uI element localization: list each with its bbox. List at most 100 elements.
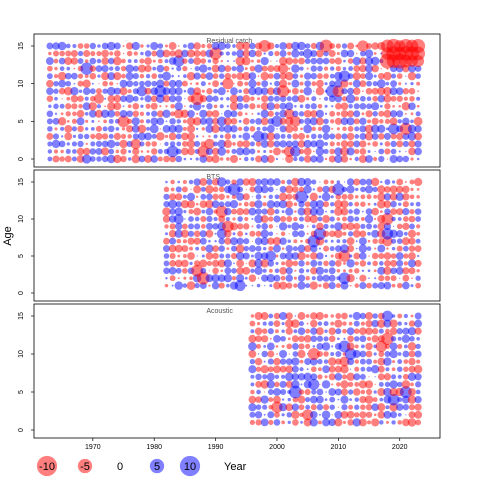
residual-bubble	[77, 133, 84, 140]
residual-bubble	[199, 200, 208, 208]
residual-bubble	[276, 128, 278, 130]
residual-bubble	[365, 208, 373, 215]
residual-bubble	[254, 87, 263, 96]
residual-bubble	[303, 147, 312, 156]
residual-bubble	[273, 388, 281, 396]
residual-bubble	[169, 193, 177, 201]
residual-bubble	[269, 337, 272, 340]
residual-bubble	[233, 262, 235, 265]
residual-bubble	[224, 65, 232, 72]
residual-bubble	[200, 267, 207, 274]
residual-bubble	[267, 178, 275, 186]
residual-bubble	[348, 209, 353, 214]
residual-bubble	[223, 124, 232, 133]
residual-bubble	[132, 65, 139, 72]
residual-bubble	[373, 74, 377, 78]
y-tick-label: 10	[18, 350, 25, 358]
residual-bubble	[176, 66, 182, 72]
residual-bubble	[242, 178, 250, 186]
residual-bubble	[249, 148, 256, 155]
residual-bubble	[342, 328, 347, 334]
residual-bubble	[269, 284, 273, 288]
residual-bubble	[121, 73, 126, 79]
residual-bubble	[349, 284, 352, 287]
residual-bubble	[254, 185, 263, 194]
residual-bubble	[53, 58, 59, 64]
residual-bubble	[353, 252, 361, 260]
residual-bubble	[342, 321, 347, 326]
residual-bubble	[255, 419, 262, 426]
residual-bubble	[255, 50, 263, 58]
residual-bubble	[292, 126, 299, 132]
residual-bubble	[254, 214, 263, 224]
residual-bubble	[313, 227, 327, 241]
residual-bubble	[200, 186, 206, 192]
residual-bubble	[365, 342, 373, 351]
residual-bubble	[311, 96, 317, 102]
residual-bubble	[408, 320, 416, 327]
residual-bubble	[255, 373, 262, 381]
residual-bubble	[347, 358, 355, 366]
residual-bubble	[347, 73, 354, 79]
residual-bubble	[236, 147, 245, 156]
residual-bubble	[101, 64, 109, 73]
residual-bubble	[364, 72, 374, 81]
residual-bubble	[408, 365, 416, 373]
residual-bubble	[303, 185, 312, 194]
residual-bubble	[305, 283, 311, 289]
residual-bubble	[149, 124, 159, 134]
residual-bubble	[311, 224, 316, 229]
residual-bubble	[187, 230, 195, 237]
residual-bubble	[187, 237, 195, 245]
residual-bubble	[354, 216, 360, 222]
residual-bubble	[377, 94, 386, 103]
residual-bubble	[321, 124, 331, 134]
residual-bubble	[328, 357, 337, 366]
residual-bubble	[279, 358, 287, 365]
residual-bubble	[267, 186, 274, 193]
residual-bubble	[212, 73, 219, 80]
residual-bubble	[389, 387, 398, 397]
residual-bubble	[89, 57, 97, 65]
residual-bubble	[127, 89, 132, 94]
residual-bubble	[348, 254, 353, 258]
residual-bubble	[373, 156, 378, 162]
residual-bubble	[384, 179, 391, 185]
residual-bubble	[328, 365, 336, 373]
residual-bubble	[96, 50, 102, 57]
residual-bubble	[397, 381, 403, 388]
residual-bubble	[190, 92, 204, 106]
residual-bubble	[402, 418, 410, 427]
residual-bubble	[64, 155, 72, 163]
residual-bubble	[354, 148, 360, 155]
residual-bubble	[371, 319, 379, 328]
residual-bubble	[403, 231, 408, 236]
residual-bubble	[315, 117, 324, 126]
residual-bubble	[292, 351, 299, 357]
residual-bubble	[409, 179, 415, 185]
residual-bubble	[374, 383, 376, 385]
residual-bubble	[354, 268, 360, 274]
residual-bubble	[322, 282, 330, 289]
residual-bubble	[287, 51, 292, 56]
residual-bubble	[402, 404, 410, 411]
residual-bubble	[233, 60, 235, 62]
residual-bubble	[413, 116, 423, 126]
residual-bubble	[289, 385, 302, 399]
residual-bubble	[84, 111, 89, 116]
residual-bubble	[292, 186, 299, 193]
residual-bubble	[255, 178, 262, 186]
residual-bubble	[353, 118, 360, 125]
residual-bubble	[310, 155, 318, 163]
residual-bubble	[213, 88, 219, 94]
y-tick-label: 0	[18, 157, 25, 161]
residual-bubble	[383, 387, 392, 397]
x-tick-label: 1980	[146, 444, 162, 451]
residual-bubble	[309, 207, 318, 216]
residual-bubble	[182, 194, 187, 199]
residual-bubble	[279, 252, 287, 260]
residual-bubble	[224, 133, 232, 140]
residual-bubble	[405, 75, 407, 77]
residual-bubble	[311, 126, 316, 132]
